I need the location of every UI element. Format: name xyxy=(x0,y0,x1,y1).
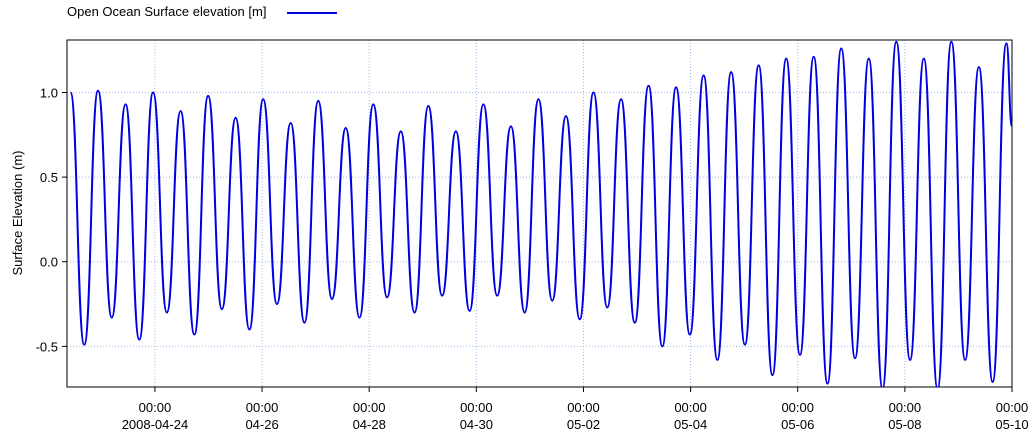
y-tick-label: -0.5 xyxy=(36,339,58,354)
x-tick-label: 00:00 xyxy=(139,400,172,415)
x-tick-label: 00:00 xyxy=(781,400,814,415)
x-tick-label: 00:00 xyxy=(460,400,493,415)
x-tick-label: 05-10 xyxy=(995,417,1028,432)
x-tick-label: 04-28 xyxy=(353,417,386,432)
x-tick-label: 05-06 xyxy=(781,417,814,432)
x-tick-label: 04-26 xyxy=(245,417,278,432)
x-tick-label: 05-04 xyxy=(674,417,707,432)
x-tick-label: 05-02 xyxy=(567,417,600,432)
y-tick-label: 1.0 xyxy=(40,85,58,100)
series-line xyxy=(69,40,1012,387)
x-tick-label: 00:00 xyxy=(353,400,386,415)
x-tick-label: 04-30 xyxy=(460,417,493,432)
y-axis-title: Surface Elevation (m) xyxy=(10,151,25,276)
x-tick-label: 2008-04-24 xyxy=(122,417,189,432)
legend-label: Open Ocean Surface elevation [m] xyxy=(67,4,266,19)
x-tick-label: 00:00 xyxy=(996,400,1029,415)
x-tick-label: 00:00 xyxy=(246,400,279,415)
x-tick-label: 00:00 xyxy=(674,400,707,415)
y-tick-label: 0.0 xyxy=(40,255,58,270)
plot-frame xyxy=(66,39,1013,388)
x-tick-label: 00:00 xyxy=(889,400,922,415)
y-tick-label: 0.5 xyxy=(40,170,58,185)
x-tick-label: 00:00 xyxy=(567,400,600,415)
x-tick-label: 05-08 xyxy=(888,417,921,432)
